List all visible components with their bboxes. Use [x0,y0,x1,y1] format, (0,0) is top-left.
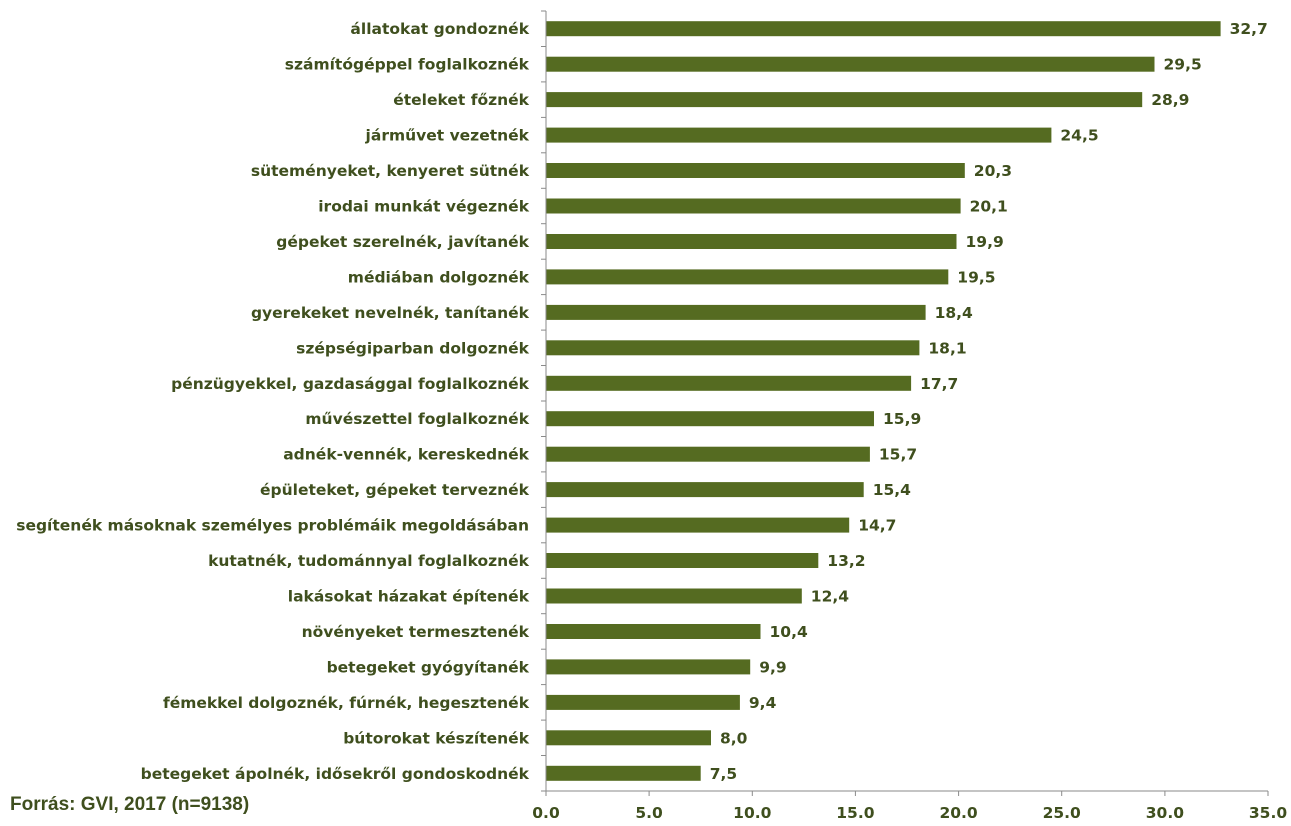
bar [546,730,711,746]
bar [546,446,870,462]
bar [546,92,1143,108]
category-label: szépségiparban dolgoznék [296,339,530,357]
bar [546,198,961,214]
value-label: 19,9 [966,233,1004,251]
value-label: 19,5 [957,268,995,286]
category-label: segítenék másoknak személyes problémáik … [16,517,529,535]
category-label: lakásokat házakat építenék [288,588,530,606]
category-label: növényeket termesztenék [302,623,530,641]
x-tick-label: 35.0 [1249,804,1287,822]
value-label: 15,7 [879,446,917,464]
value-label: 7,5 [710,765,737,783]
category-label: számítógéppel foglalkoznék [285,56,530,74]
value-label: 17,7 [920,375,958,393]
value-label: 18,1 [928,339,966,357]
x-tick-label: 30.0 [1146,804,1184,822]
bar [546,411,874,427]
category-label: irodai munkát végeznék [318,198,529,216]
bar [546,56,1155,72]
bar [546,340,920,356]
bar [546,517,850,533]
category-label: bútorokat készítenék [343,729,529,747]
value-label: 9,9 [759,658,786,676]
x-tick-label: 25.0 [1043,804,1081,822]
x-tick-label: 10.0 [733,804,771,822]
value-label: 29,5 [1164,56,1202,74]
value-label: 9,4 [749,694,777,712]
bar [546,234,957,249]
value-label: 12,4 [811,588,849,606]
bar [546,375,912,391]
bar [546,553,819,568]
bar [546,694,740,710]
bar [546,588,802,604]
value-label: 15,4 [873,481,911,499]
bar [546,482,864,498]
category-label: fémekkel dolgoznék, fúrnék, hegesztenék [163,694,530,712]
category-label: médiában dolgoznék [348,268,530,286]
value-label: 20,1 [970,198,1008,216]
value-label: 28,9 [1151,91,1189,109]
bar [546,765,701,781]
value-label: 20,3 [974,162,1012,180]
category-label: művészettel foglalkoznék [305,410,529,428]
category-label: betegeket ápolnék, idősekről gondoskodné… [141,765,530,783]
category-label: adnék-vennék, kereskednék [283,446,529,464]
category-label: süteményeket, kenyeret sütnék [251,162,530,180]
bar [546,269,949,285]
value-label: 13,2 [827,552,865,570]
bar [546,659,751,675]
source-note: Forrás: GVI, 2017 (n=9138) [10,794,250,815]
category-label: ételeket főznék [393,91,529,109]
value-label: 10,4 [770,623,808,641]
category-label: pénzügyekkel, gazdasággal foglalkoznék [171,375,530,393]
value-label: 15,9 [883,410,921,428]
category-label: gyerekeket nevelnék, tanítanék [251,304,530,322]
x-tick-label: 5.0 [635,804,663,822]
bar [546,21,1221,37]
bar [546,304,926,320]
bar [546,127,1052,143]
value-label: 14,7 [858,517,896,535]
x-tick-label: 15.0 [836,804,874,822]
value-label: 32,7 [1230,20,1268,38]
category-label: épületeket, gépeket terveznék [260,481,530,499]
x-tick-label: 0.0 [532,804,560,822]
value-label: 8,0 [720,729,748,747]
value-label: 24,5 [1060,127,1098,145]
category-label: járművet vezetnék [365,127,530,145]
x-tick-label: 20.0 [939,804,977,822]
bar [546,163,965,178]
category-label: gépeket szerelnék, javítanék [276,233,529,251]
bar [546,624,761,639]
category-label: állatokat gondoznék [350,20,529,38]
category-label: kutatnék, tudománnyal foglalkoznék [208,552,530,570]
category-label: betegeket gyógyítanék [327,658,530,676]
value-label: 18,4 [935,304,973,322]
